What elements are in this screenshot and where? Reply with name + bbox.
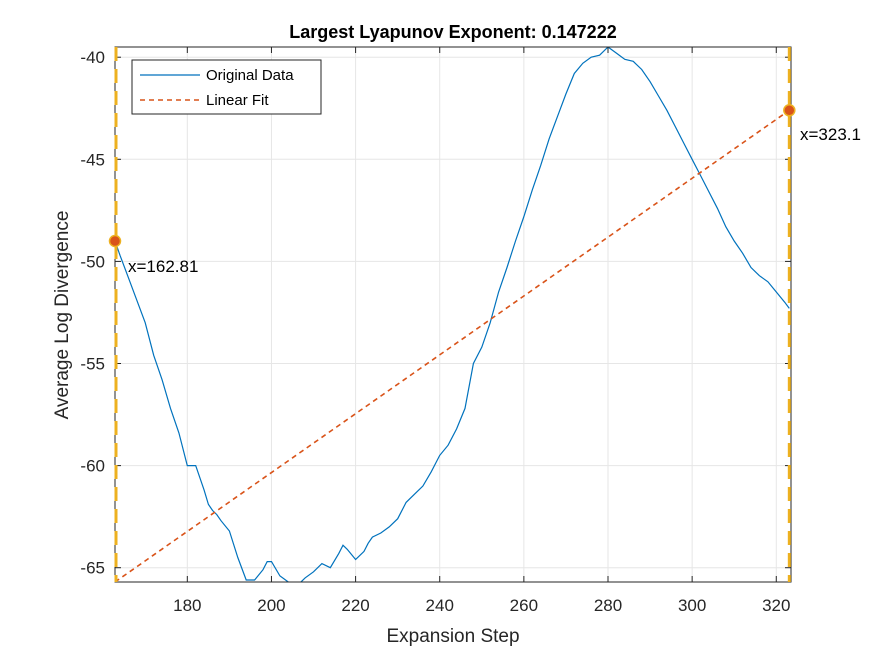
x-tick-label: 320 — [762, 596, 790, 615]
linear-fit-line — [115, 109, 790, 582]
endpoint-marker — [108, 234, 122, 248]
x-tick-label: 240 — [426, 596, 454, 615]
y-tick-label: -50 — [80, 252, 105, 271]
grid-lines — [115, 47, 791, 582]
x-tick-label: 200 — [257, 596, 285, 615]
x-tick-label: 180 — [173, 596, 201, 615]
legend: Original Data Linear Fit — [131, 59, 322, 115]
y-tick-label: -65 — [80, 559, 105, 578]
marker-right-label: x=323.1 — [800, 125, 861, 144]
original-data-line — [115, 47, 790, 582]
y-tick-label: -60 — [80, 457, 105, 476]
endpoint-marker — [783, 104, 796, 117]
y-axis-label: Average Log Divergence — [52, 211, 73, 420]
marker-left-label: x=162.81 — [128, 257, 198, 276]
x-tick-label: 300 — [678, 596, 706, 615]
legend-original-label: Original Data — [206, 67, 294, 84]
x-axis-label: Expansion Step — [386, 626, 519, 647]
data-layer — [115, 47, 790, 582]
legend-box — [131, 59, 322, 115]
y-tick-label: -55 — [80, 355, 105, 374]
legend-fit-label: Linear Fit — [206, 92, 269, 109]
markers — [108, 104, 796, 248]
x-tick-label: 280 — [594, 596, 622, 615]
plot-background — [115, 47, 791, 582]
x-tick-label: 220 — [341, 596, 369, 615]
vertical-lines — [114, 47, 791, 582]
y-tick-label: -40 — [80, 48, 105, 67]
y-tick-label: -45 — [80, 150, 105, 169]
chart-title: Largest Lyapunov Exponent: 0.147222 — [289, 22, 616, 42]
x-tick-label: 260 — [510, 596, 538, 615]
tick-layer: 180 200 220 240 260 280 300 320 -65 -60 -55 -50 -45 -… — [80, 47, 791, 615]
